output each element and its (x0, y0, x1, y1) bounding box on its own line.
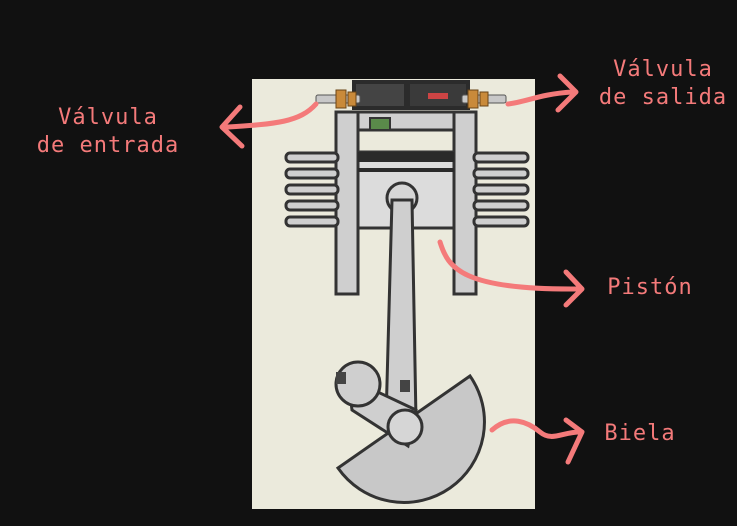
label-exhaust-valve-line1: Válvula (613, 57, 713, 82)
label-exhaust-valve-line2: de salida (598, 85, 728, 110)
arrowhead-connecting-rod (563, 417, 585, 465)
label-exhaust-valve: Válvula de salida (588, 56, 737, 112)
cylinder-head (352, 80, 470, 110)
arrowhead-exhaust-valve (555, 73, 579, 113)
label-piston: Pistón (607, 275, 693, 300)
label-intake-valve: Válvula de entrada (18, 104, 198, 160)
arrow-exhaust-valve (505, 89, 575, 107)
exhaust-valve (461, 89, 507, 109)
arrowhead-intake-valve (219, 104, 245, 149)
arrow-connecting-rod (489, 418, 583, 439)
label-intake-valve-line2: de entrada (36, 133, 180, 158)
intake-valve (315, 89, 361, 109)
label-connecting-rod: Biela (604, 421, 676, 446)
crankshaft (334, 360, 486, 504)
arrow-piston (437, 239, 581, 292)
arrowhead-piston (563, 269, 585, 308)
cooling-fins (284, 151, 530, 228)
label-intake-valve-line1: Válvula (58, 105, 158, 130)
arrow-intake-valve (225, 101, 319, 130)
